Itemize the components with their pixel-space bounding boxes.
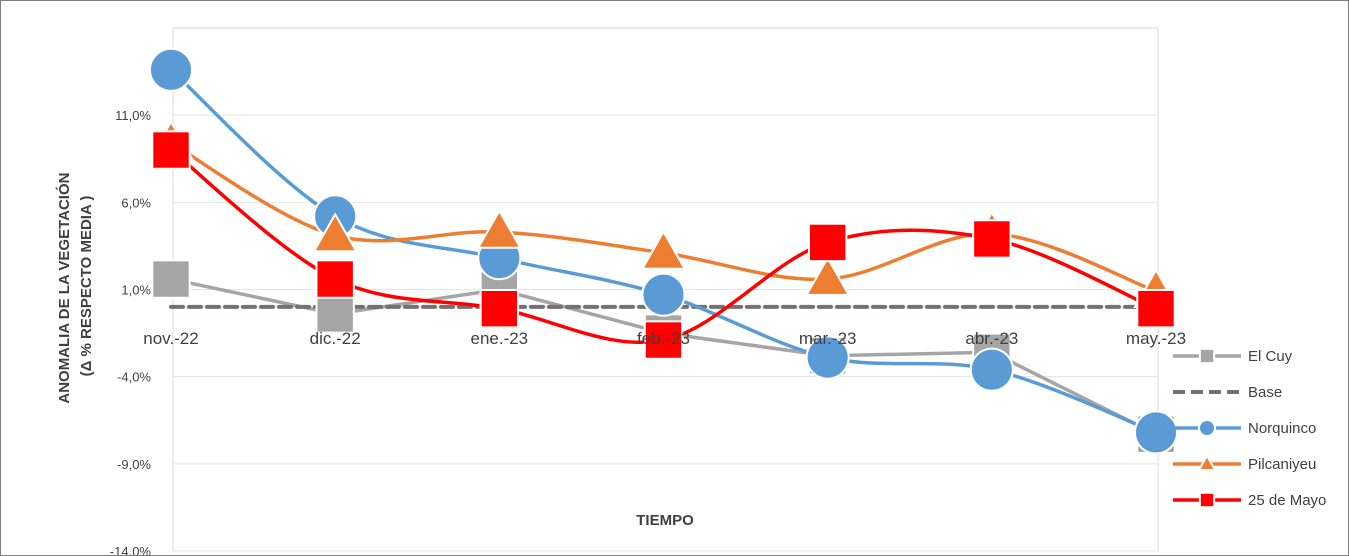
x-axis-ticks: nov.-22 dic.-22 ene.-23 feb.-23 mar.-23 abr.-… (143, 329, 1186, 348)
x-tick-label: abr.-23 (965, 329, 1018, 348)
legend-label-el-cuy: El Cuy (1248, 348, 1293, 365)
x-tick-label: mar.-23 (799, 329, 857, 348)
legend-label-norquinco: Norquinco (1248, 420, 1316, 437)
data-point-norquinco (805, 335, 850, 380)
legend-label-25-de-mayo: 25 de Mayo (1248, 492, 1326, 509)
y-axis-title-line1: ANOMALIA DE LA VEGETACIÓN (55, 173, 73, 404)
data-point-el-cuy (151, 259, 191, 299)
x-tick-label: ene.-23 (470, 329, 528, 348)
data-point-el-cuy (315, 294, 355, 334)
data-point-norquinco (969, 347, 1014, 392)
y-tick-label: 1,0% (121, 283, 151, 298)
data-point-25-de-mayo (643, 320, 684, 360)
data-point-norquinco (641, 272, 686, 317)
data-point-pilcaniyeu (476, 208, 523, 249)
data-point-25-de-mayo (972, 219, 1012, 259)
legend-marker-norquinco (1197, 418, 1217, 438)
data-point-pilcaniyeu (804, 255, 851, 296)
data-point-25-de-mayo (807, 222, 848, 263)
data-point-pilcaniyeu (640, 229, 687, 270)
x-tick-label: feb.-23 (637, 329, 690, 348)
data-point-25-de-mayo (1136, 288, 1176, 329)
y-tick-label: -4,0% (117, 370, 151, 385)
legend: El Cuy Base Norquinco Pilcaniyeu 25 de Mayo (1173, 347, 1326, 509)
y-axis-title-line2: (Δ % RESPECTO MEDIA ) (78, 196, 95, 377)
x-axis-title: TIEMPO (636, 512, 694, 529)
data-point-pilcaniyeu (312, 212, 358, 253)
y-tick-label: -14,0% (110, 544, 152, 555)
legend-marker-pilcaniyeu (1197, 453, 1217, 472)
data-point-25-de-mayo (315, 259, 355, 299)
data-point-norquinco (1133, 410, 1179, 455)
data-point-25-de-mayo (151, 130, 191, 170)
legend-label-base: Base (1248, 384, 1282, 401)
data-point-25-de-mayo (479, 288, 520, 329)
legend-label-pilcaniyeu: Pilcaniyeu (1248, 456, 1316, 473)
x-tick-label: dic.-22 (310, 329, 361, 348)
x-tick-label: nov.-22 (143, 329, 198, 348)
data-point-norquinco (148, 47, 194, 92)
x-tick-label: may.-23 (1126, 329, 1186, 348)
legend-marker-25-de-mayo (1198, 491, 1216, 509)
y-tick-label: 11,0% (115, 108, 151, 123)
y-tick-label: -9,0% (117, 457, 151, 472)
y-axis-ticks: -14,0% -9,0% -4,0% 1,0% 6,0% 11,0% (110, 108, 152, 555)
y-axis-title: ANOMALIA DE LA VEGETACIÓN (Δ % RESPECTO … (55, 168, 95, 403)
legend-marker-el-cuy (1198, 347, 1216, 365)
series-markers (148, 47, 1179, 455)
y-tick-label: 6,0% (121, 195, 151, 210)
